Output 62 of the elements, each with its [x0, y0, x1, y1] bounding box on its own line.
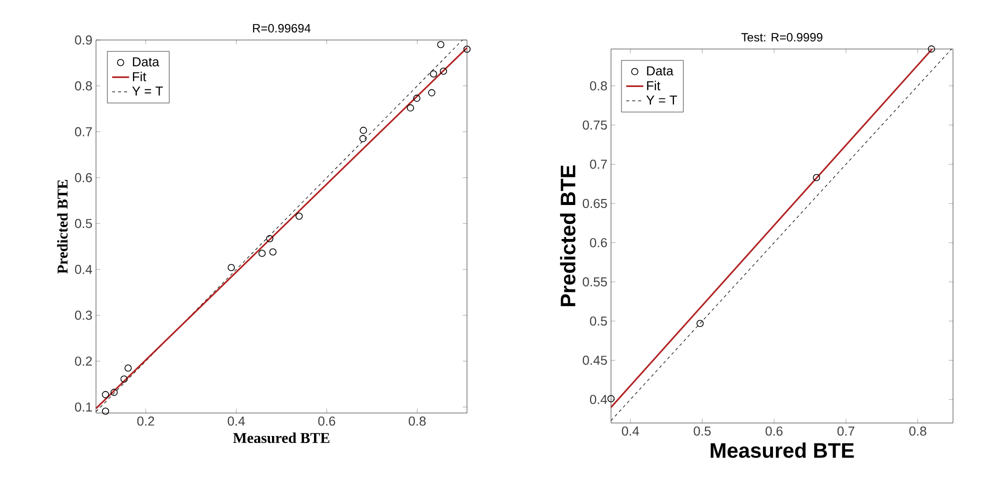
chart-title: R=0.99694	[253, 24, 311, 32]
point	[266, 235, 274, 242]
x-tick-label: 0.6	[766, 426, 783, 436]
y-tick-label: 0.75	[582, 120, 607, 130]
point	[430, 70, 438, 78]
y-tick-label: 0.5	[590, 316, 607, 326]
y-tick-label: 0.2	[74, 356, 92, 366]
y-tick-label: 0.55	[582, 277, 607, 286]
legend-label: Data	[647, 66, 674, 76]
x-tick-label: 0.8	[408, 416, 426, 426]
legend-label: Fit	[132, 72, 146, 82]
legend-label: Fit	[647, 80, 660, 90]
point	[258, 250, 266, 257]
y-axis-title: Predicted BTE	[57, 180, 68, 274]
point	[406, 104, 414, 112]
x-axis-title: Measured BTE	[710, 442, 854, 458]
y-tick-label: 0.4	[74, 264, 92, 274]
x-tick-label: 0.4	[622, 426, 640, 436]
point	[413, 94, 420, 102]
point	[359, 135, 367, 142]
y-tick-label: 0.6	[74, 173, 92, 182]
y-tick-label: 0.3	[74, 310, 92, 320]
point	[102, 391, 110, 398]
y-tick-label: 0.7	[590, 160, 607, 169]
point	[607, 395, 615, 402]
point	[120, 375, 128, 383]
y-tick-label: 0.65	[582, 198, 607, 208]
y-tick-label: 0.45	[582, 356, 607, 365]
x-tick-label: 0.6	[318, 416, 336, 426]
point	[696, 320, 704, 328]
point	[428, 89, 436, 96]
point	[102, 408, 110, 415]
point	[228, 264, 235, 272]
x-tick-label: 0.5	[694, 426, 711, 436]
y-tick-label: 0.5	[74, 218, 92, 228]
point	[269, 248, 276, 256]
y-tick-label: 0.4	[590, 394, 608, 404]
x-tick-label: 0.7	[837, 426, 854, 436]
y-tick-label: 0.1	[74, 402, 92, 412]
point	[440, 68, 448, 75]
point	[437, 41, 444, 48]
x-tick-label: 0.2	[137, 416, 154, 426]
legend-label: Y = T	[132, 86, 163, 96]
y-tick-label: 0.8	[74, 81, 92, 90]
point	[124, 364, 132, 372]
point	[463, 46, 471, 53]
y-tick-label: 0.6	[590, 238, 607, 248]
chart-title: Test: R=0.9999	[741, 33, 822, 42]
point	[360, 126, 367, 134]
y-tick-label: 0.7	[74, 127, 92, 136]
x-tick-label: 0.8	[909, 426, 926, 436]
legend-label: Data	[132, 57, 160, 66]
point	[110, 388, 118, 396]
point	[928, 45, 936, 53]
x-tick-label: 0.4	[228, 416, 245, 426]
y-axis-title: Predicted BTE	[560, 165, 576, 306]
y-tick-label: 0.9	[74, 35, 92, 45]
x-axis-title: Measured BTE	[233, 432, 330, 444]
y-tick-label: 0.8	[590, 81, 607, 90]
point	[296, 212, 303, 220]
point	[812, 174, 820, 182]
legend-label: Y = T	[646, 96, 678, 105]
